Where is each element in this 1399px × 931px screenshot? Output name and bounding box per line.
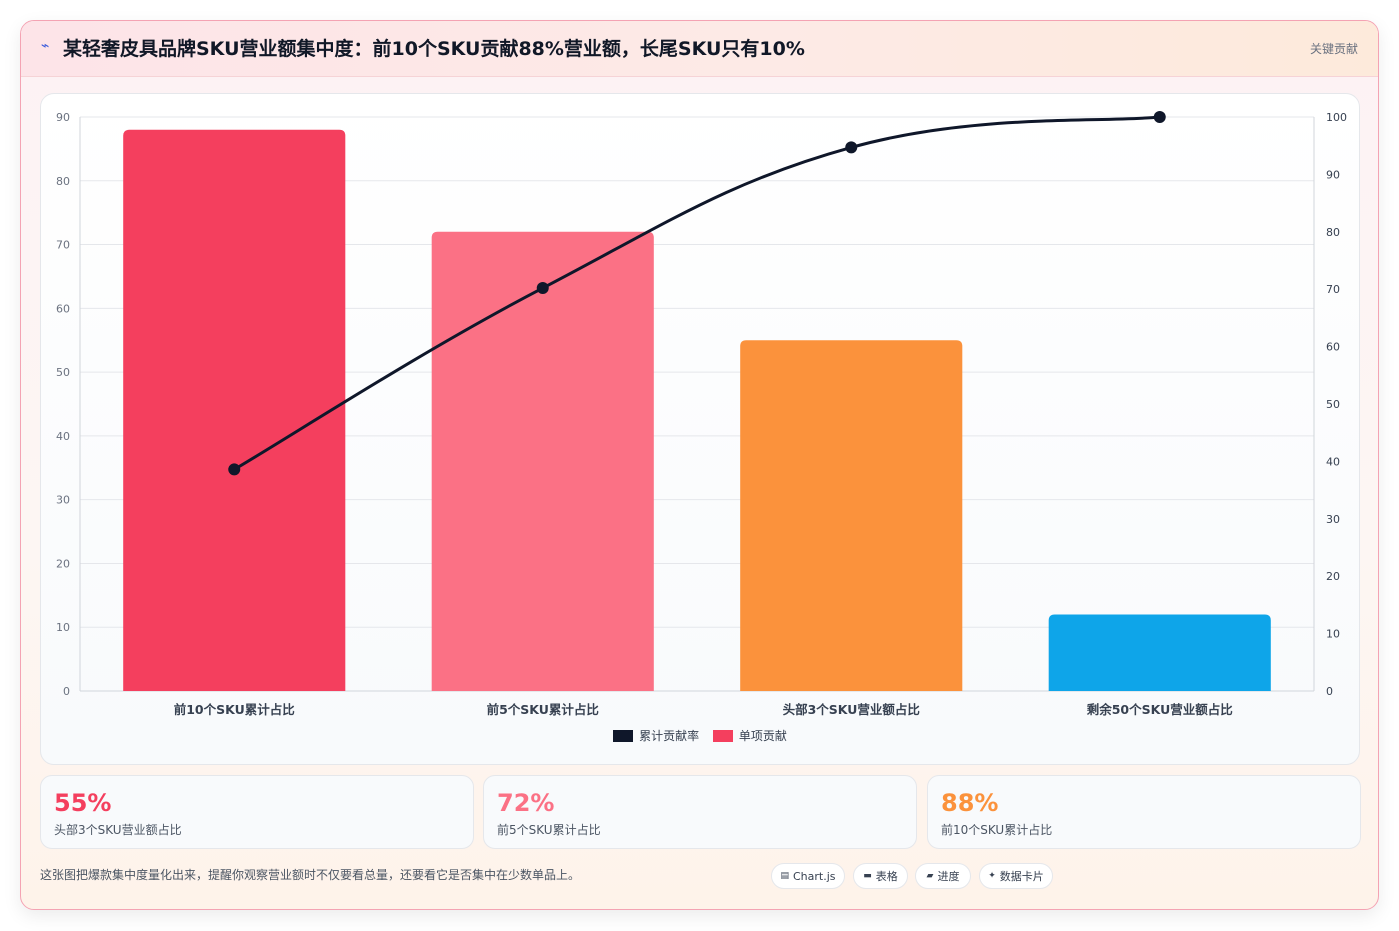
- y-left-tick-label: 80: [56, 175, 70, 188]
- legend-swatch-single: [712, 729, 733, 742]
- stat-card-top3: 55% 头部3个SKU营业额占比: [40, 775, 474, 849]
- x-tick-label: 剩余50个SKU营业额占比: [1087, 702, 1234, 717]
- y-left-tick-label: 20: [56, 557, 70, 570]
- cumulative-point: [536, 282, 549, 295]
- legend-label-cumulative: 累计贡献率: [639, 729, 700, 743]
- y-left-tick-label: 70: [56, 239, 70, 252]
- y-left-tick-label: 10: [56, 621, 70, 634]
- pill-label: 进度: [937, 870, 960, 883]
- y-right-tick-label: 100: [1326, 111, 1347, 124]
- key-contribution-tag: 关键贡献: [1309, 42, 1358, 56]
- chart-panel: 0 10 20 30 40 50 60 70 80 90 0 10 20 30 40 50 60 70 80 90 10…: [40, 93, 1360, 765]
- cumulative-point: [1153, 111, 1166, 123]
- stat-value: 88%: [941, 789, 999, 817]
- stat-label: 前5个SKU累计占比: [497, 823, 601, 837]
- stat-value: 72%: [497, 789, 555, 817]
- y-left-tick-label: 30: [56, 494, 70, 507]
- cumulative-line: [233, 115, 1160, 471]
- y-left-tick-label: 40: [56, 430, 70, 443]
- x-tick-label: 头部3个SKU营业额占比: [783, 702, 921, 717]
- bolt-icon: ⌁: [41, 38, 50, 54]
- bar: [1048, 614, 1271, 691]
- legend-item-single[interactable]: 单项贡献: [712, 727, 787, 744]
- stat-card-top10: 88% 前10个SKU累计占比: [927, 775, 1361, 849]
- pill-label: 数据卡片: [999, 870, 1044, 883]
- pill-label: 表格: [875, 870, 898, 883]
- cumulative-point: [845, 141, 858, 154]
- progress-icon: ▰: [926, 871, 934, 881]
- y-left-tick-label: 90: [56, 111, 70, 124]
- stat-card-top5: 72% 前5个SKU累计占比: [483, 775, 917, 849]
- stat-label: 前10个SKU累计占比: [941, 823, 1053, 837]
- sparkle-icon: ✦: [988, 871, 996, 881]
- x-tick-label: 前5个SKU累计占比: [487, 702, 600, 717]
- bar: [431, 231, 654, 692]
- y-right-tick-label: 90: [1326, 168, 1340, 181]
- y-right-tick-label: 80: [1326, 226, 1340, 239]
- pill-chartjs[interactable]: ▤ Chart.js: [771, 863, 845, 889]
- y-left-tick-label: 0: [63, 685, 70, 698]
- y-right-tick-label: 60: [1326, 341, 1340, 354]
- legend-label-single: 单项贡献: [738, 729, 787, 743]
- table-icon: ▬: [863, 871, 872, 881]
- chart-legend: 累计贡献率 单项贡献: [41, 727, 1359, 745]
- legend-swatch-cumulative: [613, 729, 634, 742]
- bar: [740, 340, 963, 691]
- y-left-tick-label: 50: [56, 366, 70, 379]
- stat-value: 55%: [54, 789, 112, 817]
- cumulative-point: [228, 463, 241, 476]
- legend-item-cumulative[interactable]: 累计贡献率: [613, 727, 699, 744]
- chart-card: ⌁ 某轻奢皮具品牌SKU营业额集中度：前10个SKU贡献88%营业额，长尾SKU…: [20, 20, 1379, 910]
- y-right-tick-label: 0: [1326, 685, 1333, 698]
- y-left-tick-label: 60: [56, 302, 70, 315]
- stat-label: 头部3个SKU营业额占比: [54, 823, 182, 837]
- y-right-tick-label: 30: [1326, 513, 1340, 526]
- bar: [123, 129, 346, 691]
- y-right-tick-label: 20: [1326, 570, 1340, 583]
- pill-data-card[interactable]: ✦ 数据卡片: [979, 863, 1053, 889]
- pill-progress[interactable]: ▰ 进度: [915, 863, 971, 889]
- pill-table[interactable]: ▬ 表格: [853, 863, 908, 889]
- pareto-chart: 0 10 20 30 40 50 60 70 80 90 0 10 20 30 40 50 60 70 80 90 10…: [56, 111, 1347, 717]
- pill-label: Chart.js: [793, 869, 836, 883]
- page-title: 某轻奢皮具品牌SKU营业额集中度：前10个SKU贡献88%营业额，长尾SKU只有…: [63, 38, 805, 60]
- y-right-tick-label: 70: [1326, 283, 1340, 296]
- x-tick-label: 前10个SKU累计占比: [174, 702, 296, 717]
- y-right-tick-label: 40: [1326, 455, 1340, 468]
- footnote: 这张图把爆款集中度量化出来，提醒你观察营业额时不仅要看总量，还要看它是否集中在少…: [40, 868, 581, 882]
- y-right-tick-label: 10: [1326, 628, 1340, 641]
- card-header: ⌁ 某轻奢皮具品牌SKU营业额集中度：前10个SKU贡献88%营业额，长尾SKU…: [21, 21, 1378, 77]
- chart-icon: ▤: [780, 871, 789, 881]
- y-right-tick-label: 50: [1326, 398, 1340, 411]
